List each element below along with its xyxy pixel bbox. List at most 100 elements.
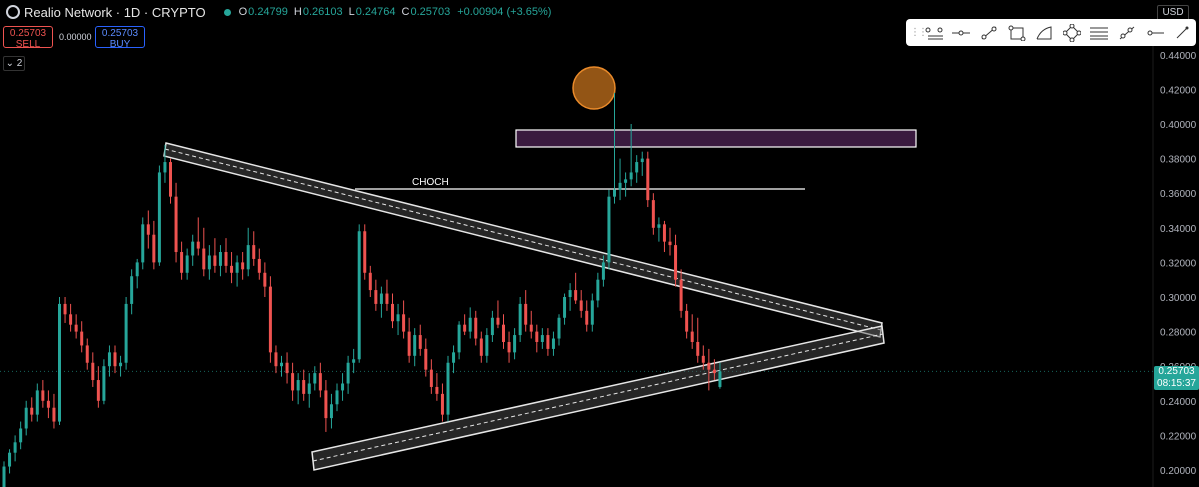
candle-body: [468, 317, 472, 332]
candle-body: [385, 293, 389, 304]
candle-body: [457, 324, 461, 353]
candle-body: [662, 224, 666, 242]
candle-body: [524, 303, 528, 325]
indicators-collapse-button[interactable]: ⌄ 2: [3, 56, 25, 71]
drawing-toolbar: ⋮⋮: [906, 19, 1196, 46]
candle-body: [91, 362, 95, 381]
candle-body: [218, 252, 222, 266]
candle-body: [535, 331, 539, 342]
candle-body: [563, 297, 567, 318]
candle-body: [629, 172, 633, 180]
candle-body: [657, 224, 661, 228]
change-value: +0.00904 (+3.65%): [457, 6, 552, 18]
candle-body: [718, 371, 722, 387]
candle-body: [396, 314, 400, 322]
price-tick-label: 0.20000: [1160, 466, 1197, 477]
candle-body: [485, 335, 489, 356]
candle-body: [635, 162, 639, 173]
buy-button[interactable]: 0.25703 BUY: [95, 26, 145, 50]
candle-body: [80, 331, 84, 346]
close-key: C: [401, 6, 410, 18]
sell-button[interactable]: 0.25703 SELL: [3, 26, 53, 50]
spread-value: 0.00000: [59, 32, 92, 42]
candle-body: [690, 331, 694, 342]
candle-body: [202, 248, 206, 270]
candle-body: [58, 303, 61, 422]
trade-panel: 0.25703 SELL 0.00000 0.25703 BUY: [3, 26, 145, 50]
trend-line-icon[interactable]: [975, 19, 1003, 46]
candle-body: [490, 317, 494, 336]
candle-body: [146, 224, 150, 235]
candle-body: [335, 390, 339, 405]
candle-body: [235, 262, 239, 273]
candle-body: [696, 341, 700, 356]
ray-icon[interactable]: [1113, 19, 1141, 46]
candle-body: [507, 341, 511, 353]
sell-price: 0.25703: [9, 28, 47, 39]
candle-body: [130, 276, 134, 304]
candle-body: [474, 317, 478, 339]
candle-body: [679, 279, 683, 311]
candle-body: [291, 373, 295, 391]
path-icon[interactable]: [1030, 19, 1058, 46]
low-value: 0.24764: [355, 6, 396, 18]
candle-body: [241, 262, 245, 270]
candle-body: [268, 286, 272, 353]
supply-zone-rect: [515, 129, 917, 148]
candle-body: [413, 335, 417, 356]
horizontal-ray-icon[interactable]: [1141, 19, 1169, 46]
parallel-channel-icon[interactable]: [1086, 19, 1114, 46]
candle-body: [446, 362, 450, 415]
line-tool-icon[interactable]: [920, 19, 948, 46]
candle-body: [701, 355, 705, 363]
candle-body: [196, 241, 200, 249]
horizontal-line-icon[interactable]: [948, 19, 976, 46]
candle-body: [668, 241, 672, 246]
current-price-value: 0.25703: [1158, 366, 1195, 377]
candle-body: [318, 373, 322, 391]
candle-body: [596, 279, 600, 301]
candle-body: [407, 331, 411, 356]
polygon-icon[interactable]: [1058, 19, 1086, 46]
price-tick-label: 0.30000: [1160, 293, 1197, 304]
candle-body: [180, 252, 184, 273]
ohlc-values: O0.24799 H0.26103 L0.24764 C0.25703 +0.0…: [239, 6, 552, 18]
price-tick-label: 0.24000: [1160, 397, 1197, 408]
candle-body: [363, 231, 367, 273]
candle-body: [213, 255, 217, 266]
candle-body: [341, 383, 345, 391]
candle-body: [368, 272, 372, 291]
price-tick-label: 0.38000: [1160, 155, 1197, 166]
candle-body: [557, 317, 561, 339]
price-tick-label: 0.44000: [1160, 51, 1197, 62]
price-tick-label: 0.32000: [1160, 258, 1197, 269]
drag-handle-icon[interactable]: ⋮⋮: [910, 27, 928, 38]
rectangle-icon[interactable]: [1003, 19, 1031, 46]
market-status-icon: [223, 8, 231, 16]
more-tools-icon[interactable]: [1168, 19, 1196, 46]
bar-countdown: 08:15:37: [1157, 378, 1196, 389]
candle-body: [246, 245, 250, 270]
candle-body: [379, 293, 383, 304]
candle-body: [257, 258, 261, 273]
sell-label: SELL: [15, 39, 41, 50]
open-key: O: [238, 6, 248, 18]
candle-body: [435, 386, 439, 394]
candle-body: [568, 290, 572, 297]
candle-body: [96, 380, 100, 401]
buy-price: 0.25703: [101, 28, 139, 39]
candle-body: [429, 369, 433, 387]
candle-body: [452, 352, 456, 363]
candle-body: [613, 189, 616, 197]
candle-body: [574, 290, 578, 301]
price-tick-label: 0.42000: [1160, 85, 1197, 96]
candle-body: [8, 452, 12, 467]
candle-body: [230, 265, 234, 273]
candle-body: [302, 380, 306, 394]
candle-body: [707, 362, 711, 370]
candle-body: [107, 352, 111, 367]
candle-body: [296, 380, 300, 391]
symbol-title[interactable]: Realio Network · 1D · CRYPTO: [24, 4, 206, 20]
candle-body: [157, 172, 161, 263]
